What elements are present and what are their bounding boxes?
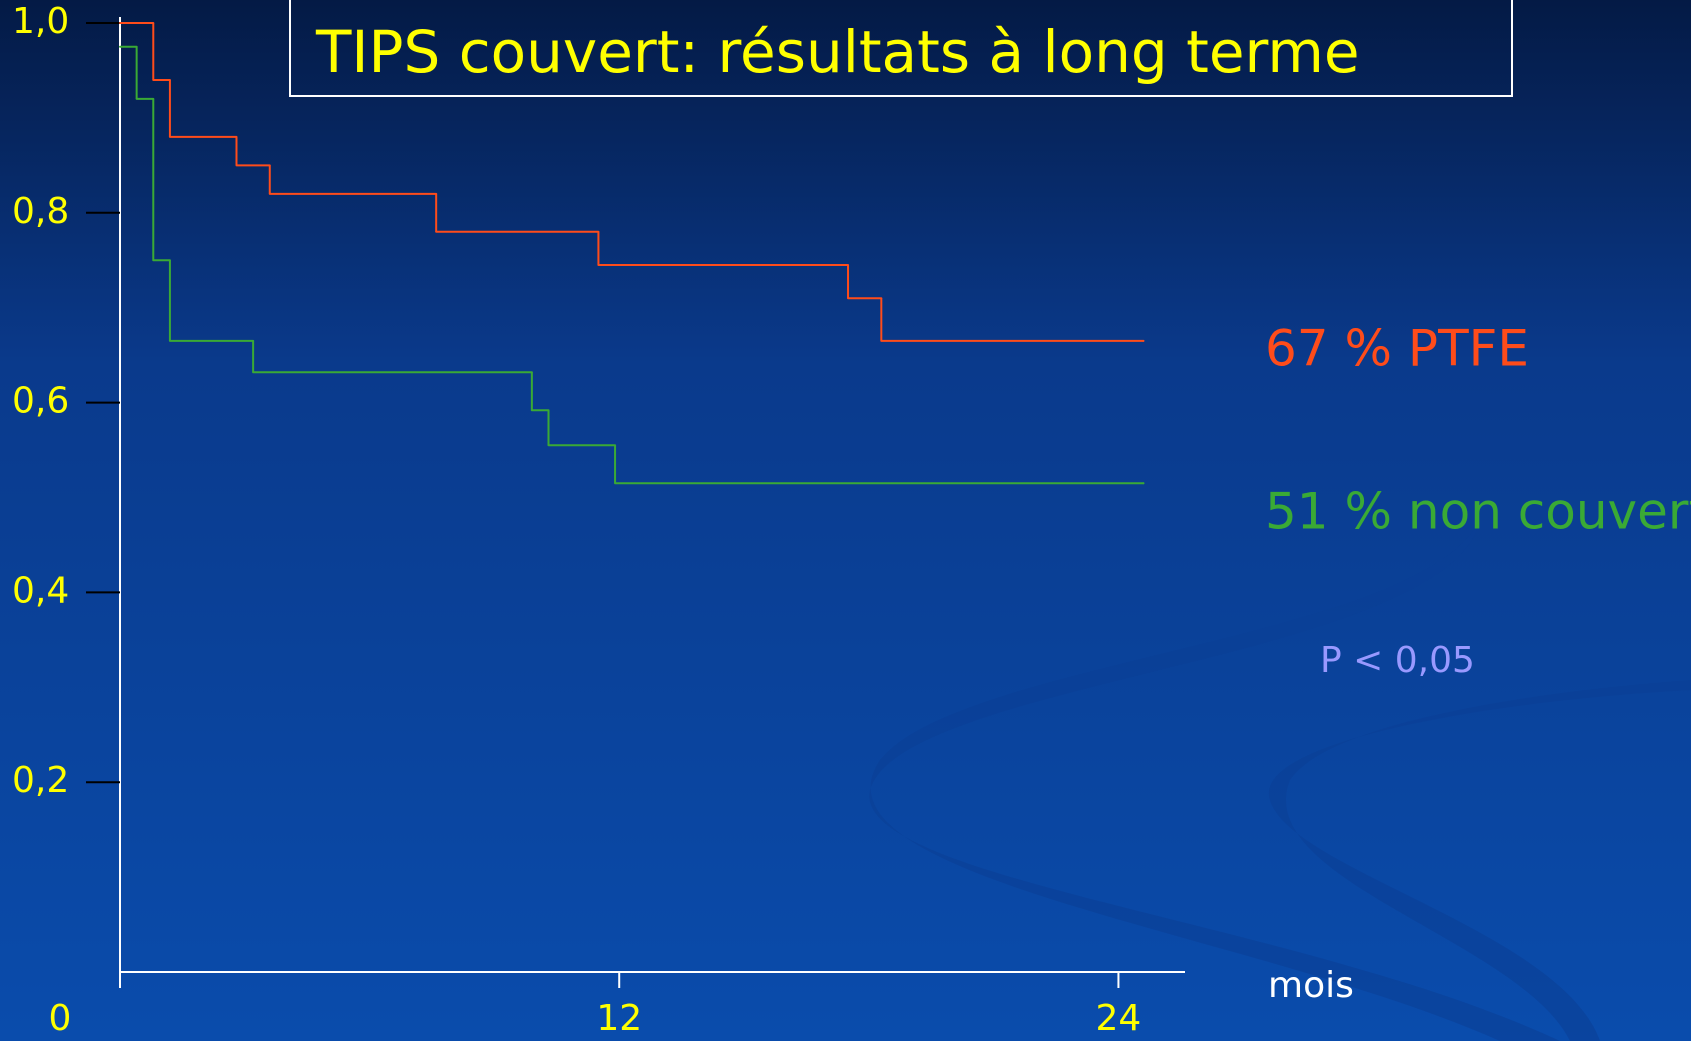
x-tick-label: 12	[596, 998, 642, 1039]
y-tick-label: 0,4	[12, 570, 69, 611]
y-tick-label: 0,6	[12, 381, 69, 422]
x-axis-label: mois	[1268, 965, 1354, 1006]
x-tick-label: 0	[49, 998, 72, 1039]
x-tick-label: 24	[1096, 998, 1142, 1039]
title-box	[289, 0, 1513, 97]
annotation: 51 % non couvert	[1265, 483, 1691, 541]
chart-title: TIPS couvert: résultats à long terme	[315, 18, 1360, 86]
annotation: P < 0,05	[1320, 640, 1475, 681]
y-tick-label: 0,8	[12, 191, 69, 232]
decor-swirl	[869, 520, 1560, 1041]
y-tick-label: 0,2	[12, 760, 69, 801]
y-tick-label: 1,0	[12, 1, 69, 42]
annotation: 67 % PTFE	[1265, 320, 1529, 378]
